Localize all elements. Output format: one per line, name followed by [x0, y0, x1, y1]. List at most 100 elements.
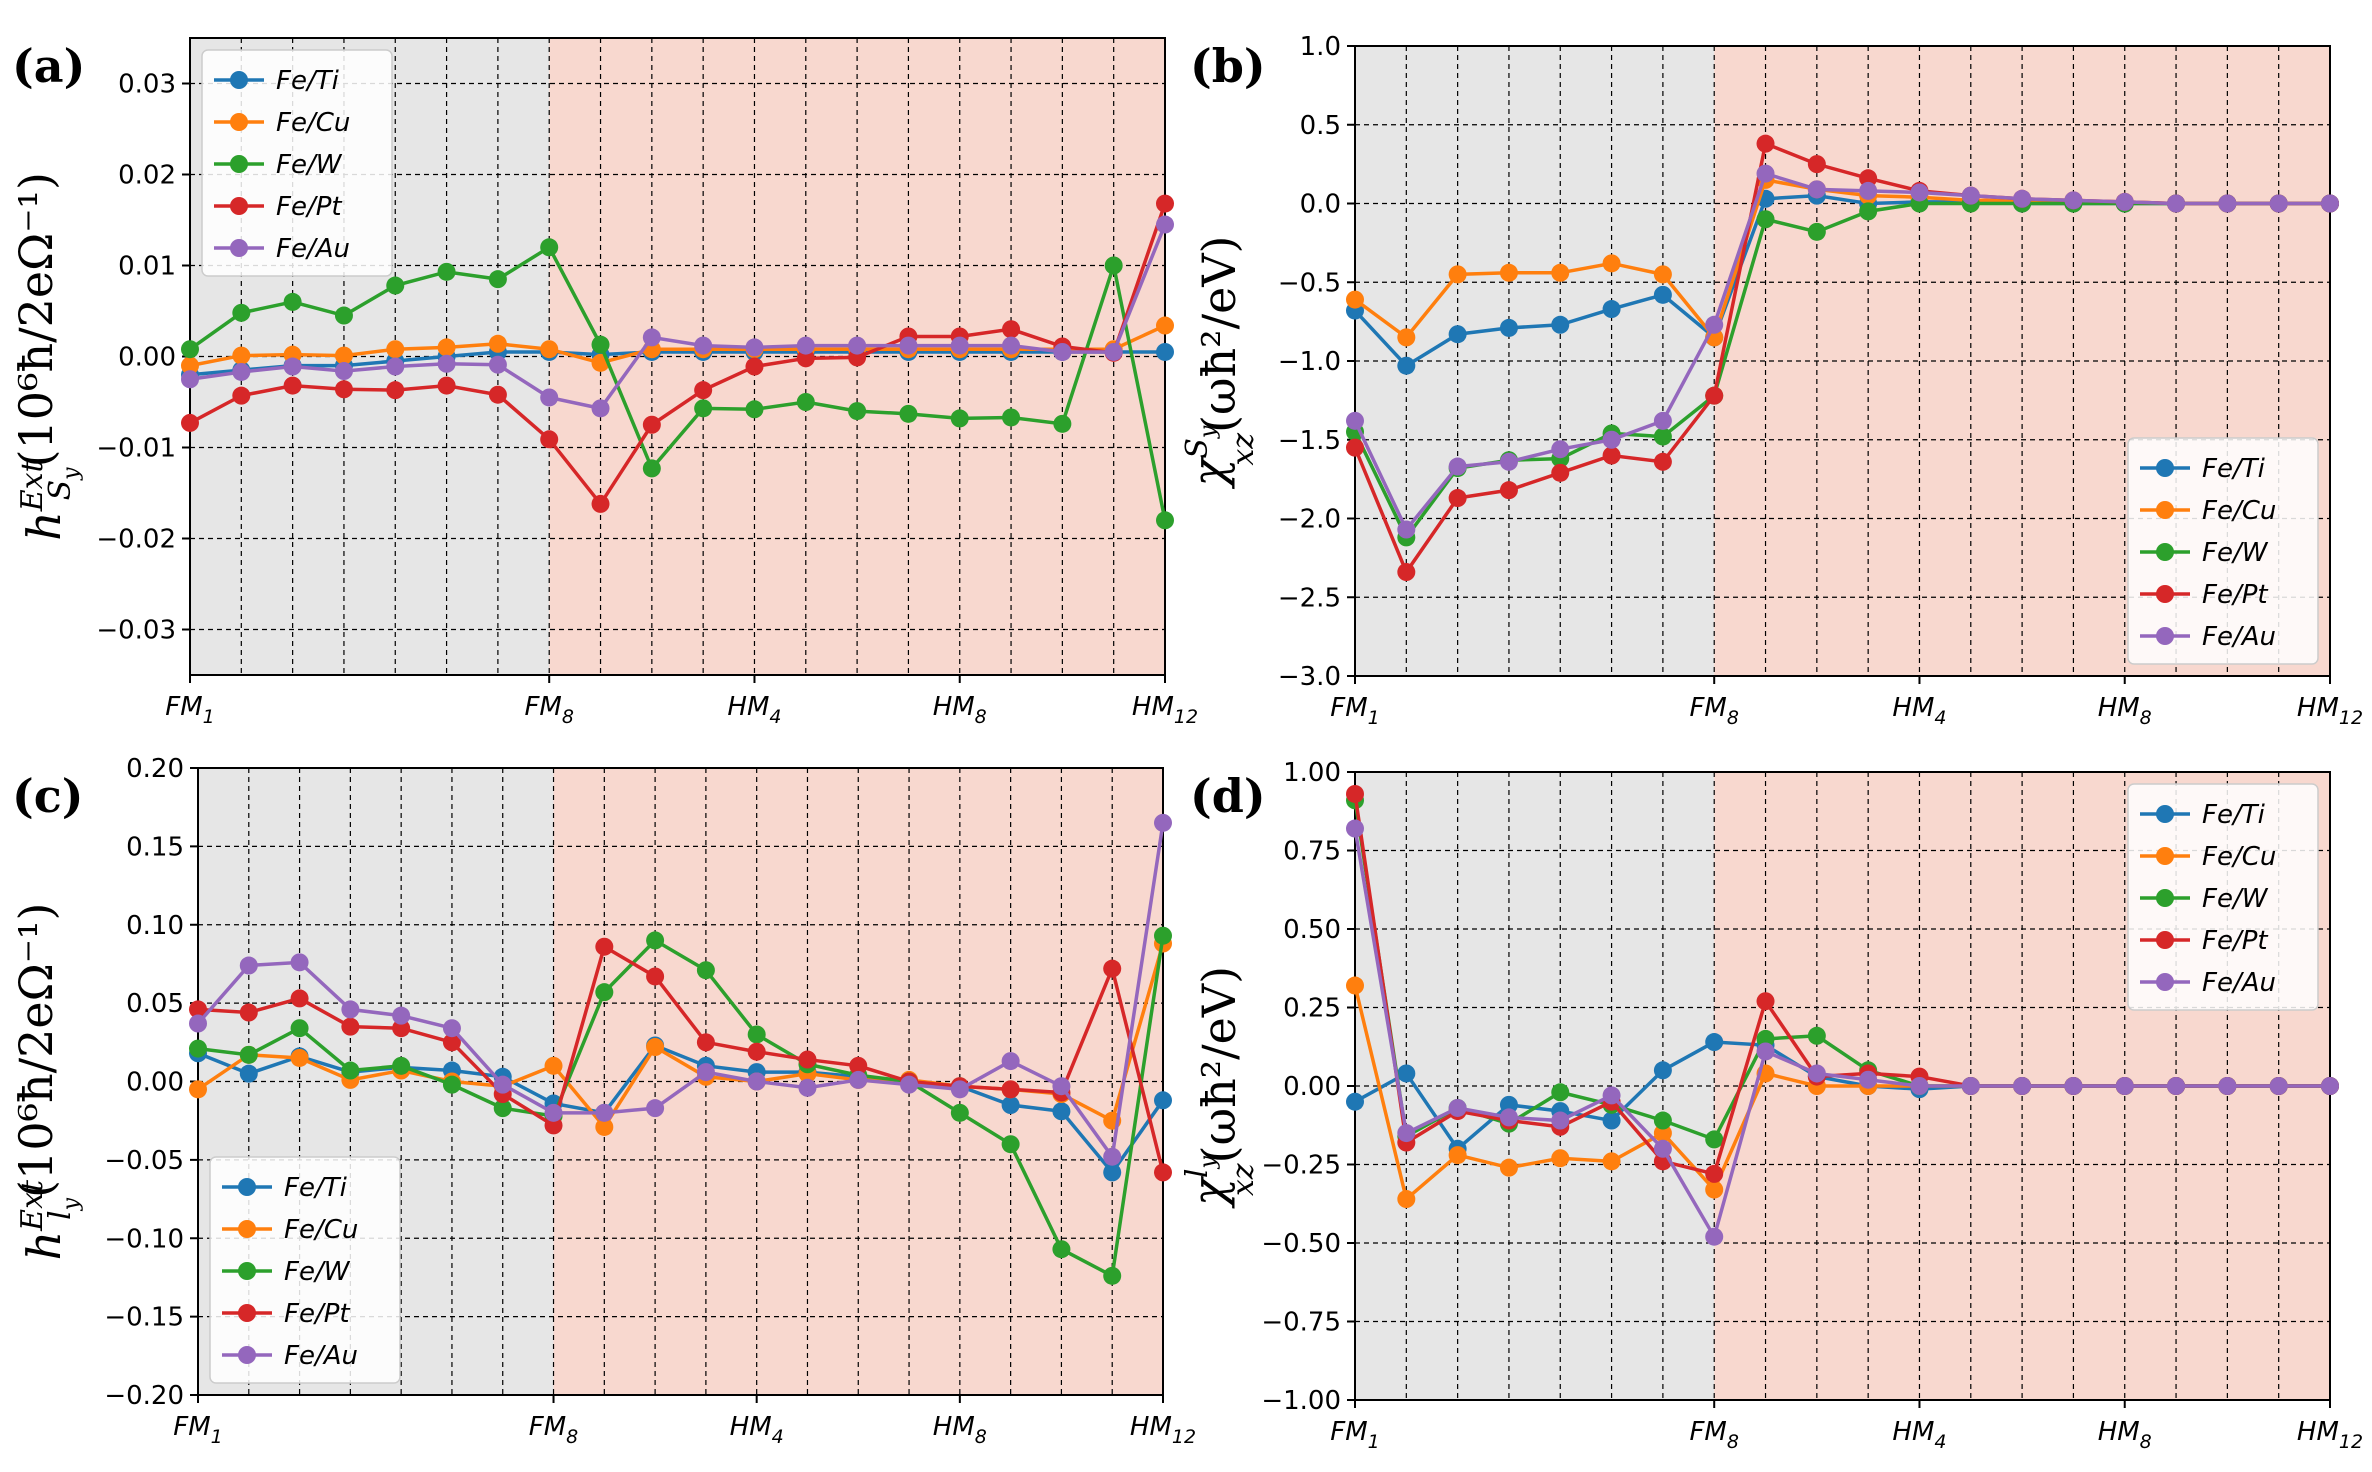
data-point: [437, 354, 456, 373]
legend: Fe/Ti Fe/Cu Fe/W Fe/Pt Fe/Au: [2127, 783, 2319, 1011]
data-point: [1499, 1108, 1518, 1127]
legend-box: [209, 1156, 401, 1384]
data-point: [1104, 342, 1123, 361]
data-point: [1705, 386, 1724, 405]
data-point: [1756, 134, 1775, 153]
data-point: [1154, 926, 1172, 945]
data-point: [2115, 1077, 2134, 1095]
x-tick-label: FM1: [1330, 693, 1379, 729]
x-tick-label: HM12: [1132, 692, 1198, 728]
data-point: [2013, 1077, 2032, 1095]
data-point: [1346, 438, 1364, 457]
data-point: [1156, 511, 1174, 530]
data-point: [341, 1000, 360, 1019]
data-point: [386, 276, 405, 295]
data-point: [595, 1103, 614, 1122]
data-point: [1807, 1026, 1826, 1045]
data-point: [540, 388, 559, 407]
y-axis-label: hExtly(10⁶ħ/2eΩ⁻¹): [9, 903, 84, 1261]
data-point: [181, 340, 199, 359]
data-point: [1653, 1111, 1672, 1130]
data-point: [540, 340, 559, 359]
data-point: [392, 1019, 411, 1038]
data-point: [1910, 183, 1929, 202]
y-tick-label: −2.0: [1278, 505, 1341, 535]
data-point: [540, 238, 559, 257]
legend-label: Fe/Cu: [2202, 842, 2276, 872]
legend-swatch-marker: [230, 197, 248, 215]
legend-swatch-marker: [2156, 585, 2174, 603]
data-point: [1346, 411, 1364, 430]
data-point: [232, 386, 251, 405]
data-point: [1961, 186, 1980, 205]
data-point: [1705, 1164, 1724, 1183]
x-tick-label: HM4: [1892, 1417, 1946, 1453]
data-point: [189, 1000, 207, 1019]
series-fe-au: [181, 215, 1174, 418]
legend-swatch-marker: [2156, 459, 2174, 477]
data-point: [239, 1045, 258, 1064]
data-point: [900, 1075, 919, 1094]
data-point: [181, 413, 199, 432]
legend-swatch-marker: [238, 1262, 256, 1280]
data-point: [1002, 408, 1021, 427]
legend-box: [2127, 437, 2319, 665]
data-point: [1346, 1092, 1364, 1111]
data-point: [2013, 189, 2032, 208]
data-point: [392, 1006, 411, 1025]
legend-swatch-marker: [2156, 973, 2174, 991]
data-point: [1756, 210, 1775, 229]
data-point: [2167, 1077, 2186, 1095]
y-tick-label: 1.00: [1283, 758, 1341, 788]
data-point: [1001, 1135, 1020, 1154]
data-point: [595, 937, 614, 956]
legend-swatch-marker: [2156, 627, 2174, 645]
data-point: [1499, 452, 1518, 471]
data-point: [1499, 318, 1518, 337]
y-tick-label: 0.02: [118, 161, 176, 191]
data-point: [1499, 263, 1518, 282]
fm-region: [1355, 772, 1715, 1400]
data-point: [2167, 194, 2186, 213]
data-point: [899, 404, 918, 423]
legend-label: Fe/W: [2202, 884, 2269, 914]
data-point: [1756, 1042, 1775, 1061]
data-point: [437, 376, 456, 395]
data-point: [1859, 169, 1878, 188]
data-point: [1002, 336, 1021, 355]
data-point: [1602, 1111, 1621, 1130]
x-tick-label: FM1: [173, 1412, 222, 1448]
y-axis-label: χlyxz(ωħ²/eV): [1180, 966, 1261, 1209]
data-point: [189, 1080, 207, 1099]
data-point: [646, 967, 665, 986]
data-point: [1705, 1180, 1724, 1199]
data-point: [290, 1019, 309, 1038]
data-point: [1103, 959, 1122, 978]
legend-box: [201, 49, 393, 277]
data-point: [1052, 1077, 1071, 1096]
y-axis-label: χSyxz(ωħ²/eV): [1180, 235, 1261, 489]
legend-swatch-marker: [2156, 847, 2174, 865]
data-point: [232, 346, 251, 365]
y-tick-label: 0.00: [126, 1068, 184, 1098]
data-point: [239, 1064, 258, 1083]
data-point: [1448, 325, 1467, 344]
data-point: [745, 357, 764, 376]
data-point: [544, 1116, 563, 1135]
data-point: [950, 1103, 969, 1122]
legend-swatch-marker: [238, 1346, 256, 1364]
data-point: [437, 262, 456, 281]
y-tick-label: −0.02: [96, 525, 176, 555]
data-point: [290, 1048, 309, 1067]
y-tick-label: −1.5: [1278, 426, 1341, 456]
panel-2: −3.0 −2.5 −2.0 −1.5 −1.0 −0.5 0.0 0.5 1.0 FM1 FM8 H…: [1180, 32, 2363, 729]
data-point: [1653, 452, 1672, 471]
data-point: [189, 1014, 207, 1033]
data-point: [181, 356, 199, 375]
y-axis-label: hExtSy(10⁶ħ/2eΩ⁻¹): [9, 172, 84, 541]
data-point: [239, 1003, 258, 1022]
data-point: [283, 376, 302, 395]
data-point: [1859, 1070, 1878, 1089]
y-tick-label: −0.50: [1261, 1229, 1341, 1259]
y-tick-label: −0.01: [96, 434, 176, 464]
